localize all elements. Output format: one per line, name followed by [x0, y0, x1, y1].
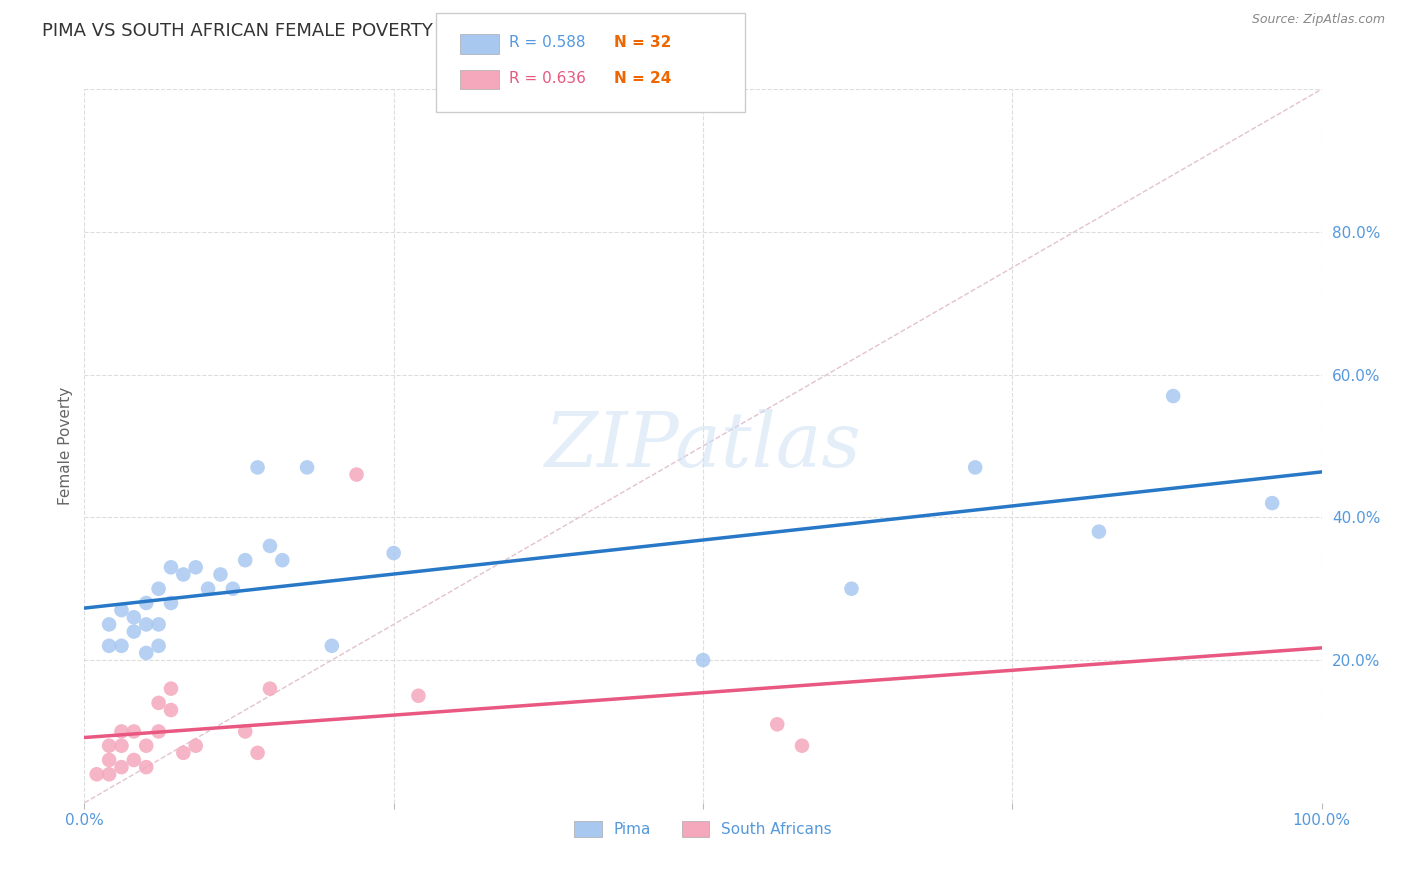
- Point: [233, 553, 256, 567]
- Point: [135, 739, 157, 753]
- Point: [110, 724, 132, 739]
- Text: N = 24: N = 24: [614, 71, 672, 86]
- Point: [122, 610, 145, 624]
- Point: [122, 624, 145, 639]
- Y-axis label: Female Poverty: Female Poverty: [58, 387, 73, 505]
- Point: [148, 724, 170, 739]
- Point: [98, 639, 121, 653]
- Point: [184, 739, 207, 753]
- Text: PIMA VS SOUTH AFRICAN FEMALE POVERTY CORRELATION CHART: PIMA VS SOUTH AFRICAN FEMALE POVERTY COR…: [42, 22, 634, 40]
- Text: N = 32: N = 32: [614, 36, 672, 50]
- Point: [295, 460, 318, 475]
- Point: [346, 467, 368, 482]
- Point: [271, 553, 294, 567]
- Point: [246, 460, 269, 475]
- Point: [135, 596, 157, 610]
- Point: [172, 567, 194, 582]
- Point: [148, 639, 170, 653]
- Point: [110, 760, 132, 774]
- Point: [148, 696, 170, 710]
- Point: [1088, 524, 1111, 539]
- Point: [160, 703, 183, 717]
- Point: [841, 582, 863, 596]
- Point: [965, 460, 987, 475]
- Point: [110, 603, 132, 617]
- Point: [110, 639, 132, 653]
- Point: [122, 753, 145, 767]
- Point: [1261, 496, 1284, 510]
- Point: [246, 746, 269, 760]
- Point: [98, 739, 121, 753]
- Point: [184, 560, 207, 574]
- Point: [790, 739, 813, 753]
- Point: [110, 739, 132, 753]
- Point: [98, 753, 121, 767]
- Point: [766, 717, 789, 731]
- Point: [148, 617, 170, 632]
- Text: R = 0.636: R = 0.636: [509, 71, 586, 86]
- Point: [135, 760, 157, 774]
- Point: [148, 582, 170, 596]
- Point: [197, 582, 219, 596]
- Legend: Pima, South Africans: Pima, South Africans: [567, 814, 839, 845]
- Point: [259, 539, 281, 553]
- Text: R = 0.588: R = 0.588: [509, 36, 585, 50]
- Point: [209, 567, 232, 582]
- Point: [233, 724, 256, 739]
- Point: [135, 646, 157, 660]
- Point: [222, 582, 245, 596]
- Point: [160, 596, 183, 610]
- Point: [408, 689, 430, 703]
- Point: [135, 617, 157, 632]
- Point: [160, 681, 183, 696]
- Point: [321, 639, 343, 653]
- Point: [692, 653, 714, 667]
- Point: [160, 560, 183, 574]
- Point: [259, 681, 281, 696]
- Text: Source: ZipAtlas.com: Source: ZipAtlas.com: [1251, 13, 1385, 27]
- Text: ZIPatlas: ZIPatlas: [544, 409, 862, 483]
- Point: [86, 767, 108, 781]
- Point: [98, 617, 121, 632]
- Point: [172, 746, 194, 760]
- Point: [382, 546, 405, 560]
- Point: [98, 767, 121, 781]
- Point: [122, 724, 145, 739]
- Point: [1161, 389, 1184, 403]
